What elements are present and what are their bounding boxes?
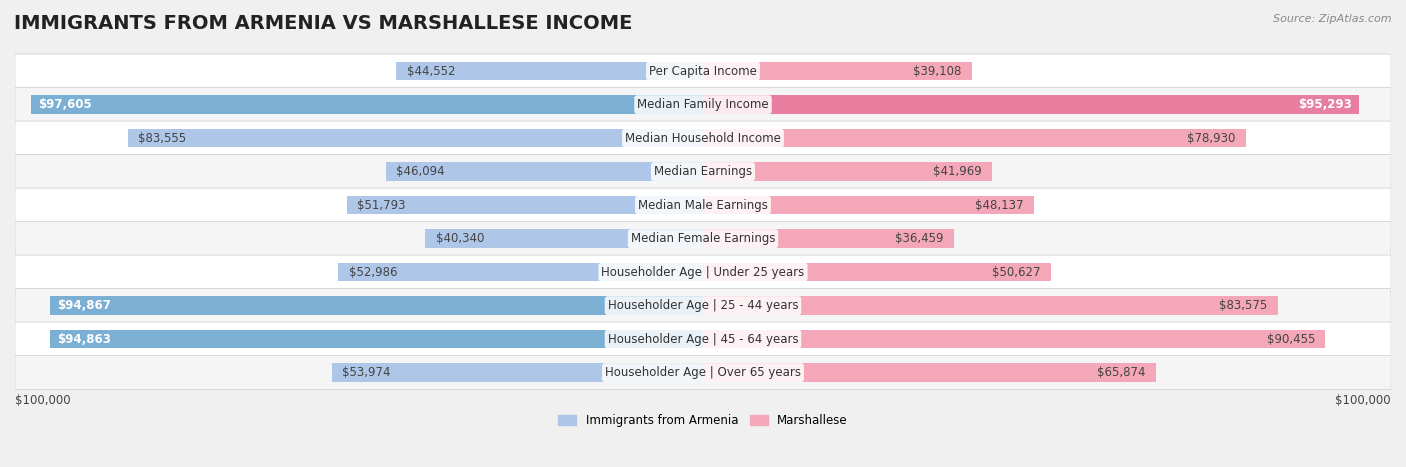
Bar	[703, 95, 1358, 114]
Bar	[31, 95, 703, 114]
Text: $36,459: $36,459	[896, 232, 943, 245]
Bar	[426, 229, 703, 248]
FancyBboxPatch shape	[15, 322, 1391, 356]
Bar	[703, 297, 1278, 315]
Text: Median Household Income: Median Household Income	[626, 132, 780, 145]
Bar	[51, 330, 703, 348]
FancyBboxPatch shape	[15, 221, 1391, 256]
Bar	[51, 297, 703, 315]
Text: Householder Age | 45 - 64 years: Householder Age | 45 - 64 years	[607, 333, 799, 346]
Text: $97,605: $97,605	[38, 98, 93, 111]
Text: $52,986: $52,986	[349, 266, 398, 279]
FancyBboxPatch shape	[15, 289, 1391, 323]
Text: $53,974: $53,974	[342, 366, 391, 379]
Text: $41,969: $41,969	[932, 165, 981, 178]
Bar	[396, 62, 703, 80]
FancyBboxPatch shape	[15, 121, 1391, 155]
Bar	[385, 163, 703, 181]
Bar	[703, 62, 972, 80]
FancyBboxPatch shape	[15, 355, 1391, 389]
Bar	[703, 330, 1326, 348]
FancyBboxPatch shape	[15, 155, 1391, 189]
Bar	[703, 129, 1246, 148]
Text: $39,108: $39,108	[914, 64, 962, 78]
Text: $65,874: $65,874	[1098, 366, 1146, 379]
Text: Per Capita Income: Per Capita Income	[650, 64, 756, 78]
Bar	[703, 196, 1035, 214]
Bar	[347, 196, 703, 214]
Text: $83,555: $83,555	[138, 132, 187, 145]
Bar	[339, 263, 703, 281]
Bar	[703, 263, 1052, 281]
Text: $46,094: $46,094	[396, 165, 444, 178]
Text: $51,793: $51,793	[357, 198, 405, 212]
FancyBboxPatch shape	[15, 255, 1391, 289]
Text: Median Family Income: Median Family Income	[637, 98, 769, 111]
Bar	[703, 363, 1156, 382]
Text: Median Female Earnings: Median Female Earnings	[631, 232, 775, 245]
Text: $48,137: $48,137	[976, 198, 1024, 212]
Text: Householder Age | Under 25 years: Householder Age | Under 25 years	[602, 266, 804, 279]
Bar	[332, 363, 703, 382]
Text: $90,455: $90,455	[1267, 333, 1315, 346]
Text: IMMIGRANTS FROM ARMENIA VS MARSHALLESE INCOME: IMMIGRANTS FROM ARMENIA VS MARSHALLESE I…	[14, 14, 633, 33]
Text: Householder Age | Over 65 years: Householder Age | Over 65 years	[605, 366, 801, 379]
Text: $40,340: $40,340	[436, 232, 484, 245]
FancyBboxPatch shape	[15, 54, 1391, 88]
Text: $83,575: $83,575	[1219, 299, 1268, 312]
Text: $95,293: $95,293	[1298, 98, 1351, 111]
Text: Median Earnings: Median Earnings	[654, 165, 752, 178]
FancyBboxPatch shape	[15, 87, 1391, 122]
Text: Source: ZipAtlas.com: Source: ZipAtlas.com	[1274, 14, 1392, 24]
Text: $78,930: $78,930	[1187, 132, 1236, 145]
FancyBboxPatch shape	[15, 188, 1391, 222]
Text: $100,000: $100,000	[15, 395, 70, 407]
Bar	[703, 229, 953, 248]
Legend: Immigrants from Armenia, Marshallese: Immigrants from Armenia, Marshallese	[554, 410, 852, 432]
Text: $94,867: $94,867	[58, 299, 111, 312]
Text: $100,000: $100,000	[1336, 395, 1391, 407]
Text: $94,863: $94,863	[58, 333, 111, 346]
Text: $44,552: $44,552	[406, 64, 456, 78]
Text: Householder Age | 25 - 44 years: Householder Age | 25 - 44 years	[607, 299, 799, 312]
Bar	[703, 163, 991, 181]
Bar	[128, 129, 703, 148]
Text: $50,627: $50,627	[993, 266, 1040, 279]
Text: Median Male Earnings: Median Male Earnings	[638, 198, 768, 212]
